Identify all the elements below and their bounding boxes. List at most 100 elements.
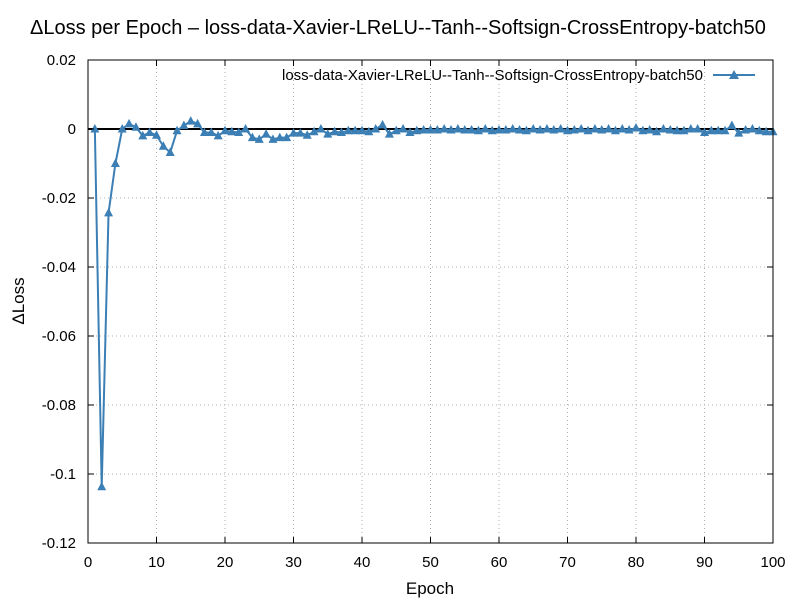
series-layer [90, 116, 778, 491]
data-point-marker [446, 125, 456, 134]
data-point-marker [713, 125, 723, 135]
data-point-marker [658, 124, 668, 133]
data-point-marker [343, 125, 353, 135]
data-point-marker [542, 124, 552, 133]
data-point-marker [720, 125, 730, 135]
legend-marker-series-1 [729, 70, 739, 79]
data-point-marker [336, 127, 346, 136]
data-point-marker [152, 130, 161, 139]
y-tick-label: 0 [68, 121, 76, 138]
x-tick-label: 50 [422, 554, 439, 571]
data-point-marker [638, 125, 648, 135]
data-point-marker [199, 127, 209, 136]
data-point-marker [460, 125, 470, 134]
data-point-marker [679, 125, 689, 135]
data-point-marker [754, 125, 764, 135]
data-point-marker [357, 125, 367, 135]
data-point-marker [528, 124, 538, 133]
data-point-marker [220, 125, 230, 135]
y-tick-label: -0.12 [42, 535, 76, 552]
data-point-marker [515, 125, 525, 134]
data-point-marker [556, 124, 566, 133]
data-point-marker [289, 128, 298, 137]
data-point-marker [158, 141, 168, 150]
data-point-marker [432, 125, 442, 134]
data-point-marker [213, 130, 223, 140]
data-point-marker [186, 116, 196, 125]
series-line-1 [93, 120, 773, 488]
data-point-marker [419, 125, 429, 134]
data-point-marker [706, 125, 716, 135]
data-point-marker [234, 127, 244, 136]
data-point-marker [364, 126, 374, 136]
chart-title: ΔLoss per Epoch – loss-data-Xavier-LReLU… [30, 17, 766, 39]
data-point-marker [261, 129, 271, 138]
data-point-marker [295, 128, 305, 137]
data-point-marker [583, 125, 593, 135]
data-point-marker [124, 118, 134, 128]
data-point-marker [672, 125, 682, 135]
data-point-marker [665, 125, 675, 134]
x-tick-label: 60 [491, 554, 508, 571]
data-point-marker [521, 125, 531, 135]
data-point-marker [693, 124, 703, 133]
data-point-marker [172, 125, 182, 135]
data-point-marker [508, 124, 518, 133]
data-point-marker [268, 134, 278, 143]
x-tick-label: 100 [760, 554, 785, 571]
x-tick-label: 70 [559, 554, 576, 571]
data-point-marker [610, 125, 620, 135]
data-point-marker [597, 125, 607, 134]
data-point-marker [145, 127, 155, 136]
legend: loss-data-Xavier-LReLU--Tanh--Softsign-C… [282, 67, 755, 84]
axis-ticks: 0 10 20 30 40 50 60 70 80 90 100 0.02 0 -0.02 -0.04 -0.… [42, 52, 786, 571]
data-point-marker [165, 147, 175, 156]
data-point-marker [193, 118, 203, 128]
data-point-marker [378, 119, 388, 129]
y-axis-label: ΔLoss [9, 277, 28, 324]
data-point-marker [501, 125, 511, 134]
grid-lines [88, 60, 773, 543]
data-point-marker [104, 207, 114, 217]
data-point-marker [645, 125, 655, 134]
data-point-marker [473, 125, 483, 135]
data-point-marker [97, 481, 107, 491]
y-tick-label: -0.04 [42, 259, 76, 276]
data-point-marker [563, 125, 572, 135]
data-point-marker [131, 122, 141, 131]
data-point-marker [227, 126, 237, 136]
y-tick-label: -0.02 [42, 190, 76, 207]
y-tick-label: 0.02 [47, 52, 76, 69]
data-point-marker [110, 158, 120, 167]
data-point-marker [117, 124, 127, 133]
data-point-marker [480, 124, 490, 133]
data-point-marker [727, 120, 737, 130]
x-tick-label: 30 [285, 554, 302, 571]
data-point-marker [179, 120, 189, 130]
data-point-marker [398, 124, 408, 133]
x-tick-label: 80 [628, 554, 645, 571]
data-point-marker [275, 132, 285, 142]
data-point-marker [494, 125, 504, 134]
y-tick-label: -0.1 [50, 466, 76, 483]
data-point-marker [453, 124, 463, 133]
data-point-marker [330, 126, 340, 136]
data-point-marker [391, 125, 401, 135]
data-point-marker [282, 132, 292, 142]
data-point-marker [316, 124, 326, 133]
data-point-marker [761, 126, 771, 136]
y-tick-label: -0.08 [42, 397, 76, 414]
data-point-marker [439, 124, 449, 133]
data-point-marker [631, 122, 641, 132]
data-point-marker [412, 125, 422, 135]
data-point-marker [576, 124, 586, 133]
data-point-marker [700, 127, 709, 136]
data-point-marker [467, 125, 477, 134]
data-point-marker [302, 130, 312, 139]
data-point-marker [686, 124, 696, 133]
data-point-marker [624, 125, 634, 134]
data-point-marker [604, 124, 614, 133]
data-point-marker [747, 124, 757, 133]
data-point-marker [734, 128, 744, 137]
